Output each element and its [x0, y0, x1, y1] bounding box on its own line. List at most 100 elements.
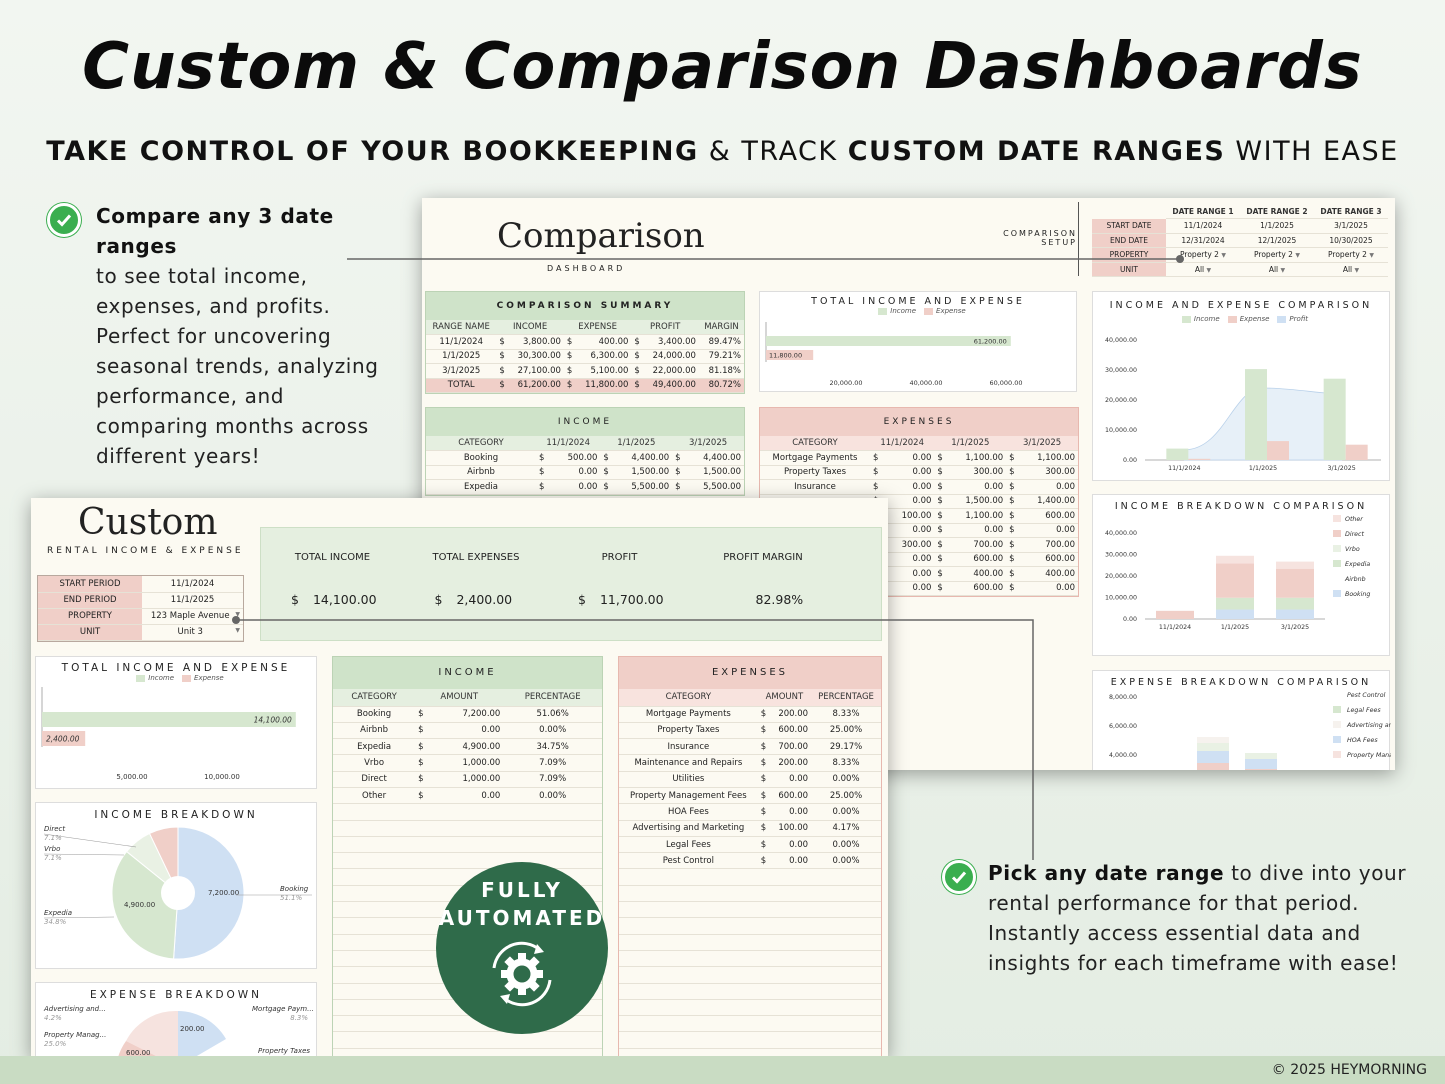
stack-segment [1245, 759, 1277, 769]
table-row: Mortgage Payments $0.00 $1,100.00 $1,100.00 [760, 450, 1078, 466]
legend-label: Other [1345, 515, 1363, 523]
table-row: 1/1/2025 $30,300.00 $6,300.00 $24,000.00 79.… [426, 349, 744, 364]
y-tick-label: 20,000.00 [1105, 397, 1137, 404]
footer-bar [0, 1056, 1445, 1084]
comparison-total-bars: 61,200.00 11,800.00 20,000.00 40,000.00 60,0… [765, 322, 1023, 387]
y-tick-label: 4,000.00 [1109, 752, 1137, 759]
legend-swatch [1333, 560, 1341, 567]
income-bar-label: 14,100.00 [254, 716, 292, 725]
x-tick-label: 11/1/2024 [1159, 624, 1191, 631]
slice-value: 4,900.00 [124, 901, 155, 909]
slice-name: Mortgage Paym... [252, 1005, 314, 1013]
slice-pct: 4.2% [44, 1014, 62, 1022]
stack-segment [1276, 561, 1314, 569]
property-select-2[interactable]: Property 2 ▼ [1240, 247, 1314, 263]
slice-pct: 34.8% [44, 918, 67, 926]
stack-segment [1216, 597, 1254, 610]
legend-label: Booking [1345, 591, 1370, 598]
gear-cycle-icon [492, 941, 552, 1007]
x-tick-label: 3/1/2025 [1281, 624, 1309, 631]
income-bar [42, 712, 296, 727]
legend-swatch [1333, 706, 1341, 713]
unit-select-2[interactable]: All ▼ [1240, 262, 1314, 277]
fully-automated-badge: FULLY AUTOMATED [436, 862, 608, 1034]
expense-bar [1345, 444, 1368, 460]
y-tick-label: 30,000.00 [1105, 367, 1137, 374]
slice-pct: 25.0% [44, 1040, 67, 1048]
pie-slice [111, 850, 179, 960]
income-bar-label: 61,200.00 [974, 338, 1007, 346]
property-select-1[interactable]: Property 2 ▼ [1166, 247, 1240, 263]
legend-swatch [1333, 530, 1341, 537]
table-row: Booking $500.00 $4,400.00 $4,400.00 [426, 450, 744, 466]
setup-value[interactable]: 11/1/2025 [142, 592, 243, 609]
slice-name: Direct [44, 825, 65, 833]
kpi-value-2: $11,700.00 [578, 592, 664, 607]
comparison-income-table: INCOME CATEGORY 11/1/2024 1/1/2025 3/1/2025… [425, 407, 745, 496]
legend-label: Legal Fees [1347, 707, 1381, 714]
y-tick-label: 6,000.00 [1109, 723, 1137, 730]
kpi-1: TOTAL EXPENSES [432, 552, 520, 563]
custom-setup: START PERIOD 11/1/2024 END PERIOD 11/1/2025… [37, 575, 244, 642]
slice-pct: 7.1% [44, 834, 62, 842]
start-date-2[interactable]: 1/1/2025 [1240, 218, 1314, 234]
pie-slice [178, 1011, 226, 1058]
start-date-1[interactable]: 11/1/2024 [1166, 218, 1240, 234]
table-row: Other $0.00 0.00% [333, 787, 602, 805]
bullet-pick-range: Pick any date range to dive into your re… [988, 861, 1407, 975]
comparison-setup-table: DATE RANGE 1 DATE RANGE 2 DATE RANGE 3 STA… [1092, 204, 1388, 277]
comparison-setup-label: COMPARISON SETUP [1003, 229, 1077, 247]
unit-select-1[interactable]: All ▼ [1166, 262, 1240, 277]
kpi-strip: TOTAL INCOME $14,100.00 TOTAL EXPENSES $2,4… [260, 527, 882, 641]
table-row: 3/1/2025 $27,100.00 $5,100.00 $22,000.00 81.… [426, 363, 744, 379]
tick-label: 60,000.00 [989, 379, 1022, 387]
slice-value: 600.00 [126, 1049, 151, 1057]
end-date-1[interactable]: 12/31/2024 [1166, 233, 1240, 248]
table-row: Property Taxes $600.00 25.00% [619, 722, 881, 740]
income-bar [1323, 378, 1346, 460]
pie-slice [126, 1010, 178, 1058]
legend-label: Expedia [1345, 561, 1370, 568]
table-row: Property Management Fees $600.00 25.00% [619, 787, 881, 805]
stack-segment [1216, 563, 1254, 598]
end-date-2[interactable]: 12/1/2025 [1240, 233, 1314, 248]
comparison-subtitle: DASHBOARD [547, 264, 626, 273]
y-tick-label: 20,000.00 [1105, 573, 1137, 580]
stack-segment [1276, 597, 1314, 610]
kpi-0: TOTAL INCOME [294, 552, 371, 563]
setup-value[interactable]: Unit 3 ▼ [142, 624, 243, 641]
stack-segment [1197, 737, 1229, 743]
legend-label: Pest Control [1347, 691, 1386, 699]
legend-label: Direct [1345, 530, 1365, 538]
comparison-summary: COMPARISON SUMMARY RANGE NAME INCOME EXPEN… [425, 291, 745, 394]
end-date-3[interactable]: 10/30/2025 [1314, 233, 1388, 248]
table-row: Vrbo $1,000.00 7.09% [333, 754, 602, 772]
stack-segment [1276, 568, 1314, 598]
legend-label: Vrbo [1345, 546, 1360, 553]
start-date-3[interactable]: 3/1/2025 [1314, 218, 1388, 234]
table-row: Expedia $4,900.00 34.75% [333, 738, 602, 756]
expense-breakdown-chart: EXPENSE BREAKDOWN 200.00 600.00 Advertisin… [35, 982, 317, 1058]
table-row: Utilities $0.00 0.00% [619, 771, 881, 788]
setup-value[interactable]: 11/1/2024 [142, 576, 243, 593]
kpi-value-0: $14,100.00 [291, 592, 377, 607]
table-row: Mortgage Payments $200.00 8.33% [619, 706, 881, 723]
setup-value[interactable]: 123 Maple Avenue ▼ [142, 608, 243, 625]
property-select-3[interactable]: Property 2 ▼ [1314, 247, 1388, 263]
slice-name: Advertising and... [43, 1005, 106, 1013]
legend-swatch [1333, 575, 1341, 582]
custom-total-chart: TOTAL INCOME AND EXPENSE Income Expense 1… [35, 656, 317, 789]
comparison-title: Comparison [497, 216, 705, 256]
page-title: Custom & Comparison Dashboards [82, 30, 1363, 104]
expense-bar [1267, 441, 1289, 460]
stack-segment [1216, 555, 1254, 564]
y-tick-label: 0.00 [1123, 616, 1137, 623]
custom-subtitle: RENTAL INCOME & EXPENSE [47, 546, 244, 556]
unit-select-3[interactable]: All ▼ [1314, 262, 1388, 277]
pie-hole [161, 876, 195, 910]
legend-swatch [1333, 515, 1341, 522]
y-tick-label: 30,000.00 [1105, 552, 1137, 559]
tick-label: 40,000.00 [909, 379, 942, 387]
slice-name: Property Taxes [258, 1047, 310, 1055]
expense-breakdown-comparison-chart: EXPENSE BREAKDOWN COMPARISON 8,000.00 6,0… [1092, 670, 1391, 770]
